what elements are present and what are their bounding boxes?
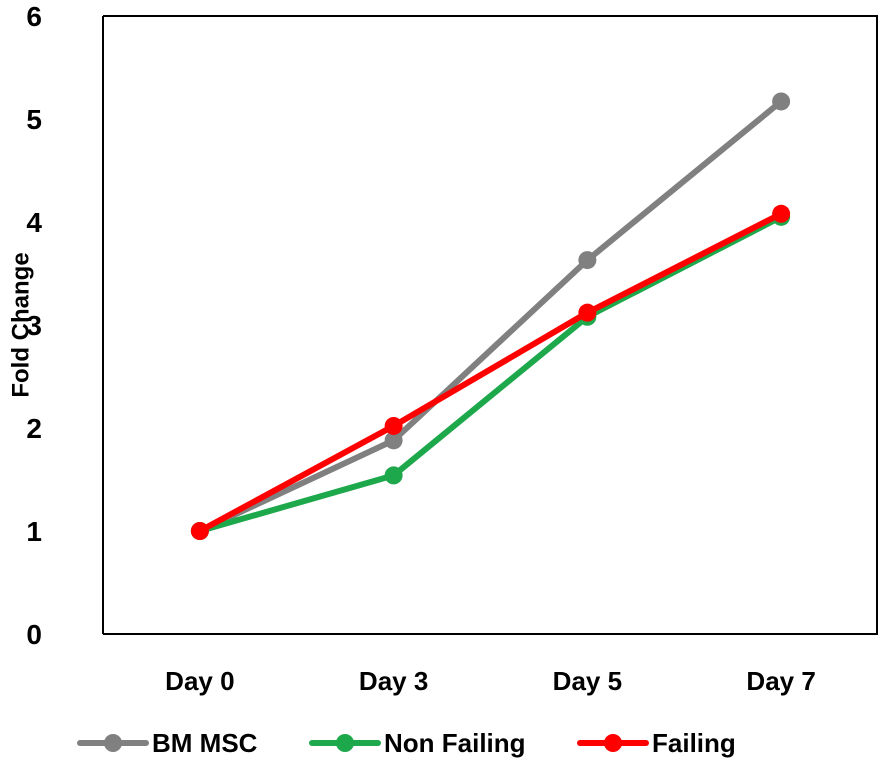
legend-item: Non Failing <box>309 728 526 758</box>
data-point <box>578 251 597 270</box>
legend-label: Non Failing <box>384 728 526 758</box>
series-line <box>196 213 785 534</box>
series-line <box>196 210 785 534</box>
x-tick-labels: Day 0 Day 3 Day 5 Day 7 <box>165 666 816 696</box>
y-tick-label: 2 <box>26 413 42 444</box>
x-tick-label: Day 7 <box>746 666 815 696</box>
legend-marker <box>336 734 354 752</box>
y-tick-labels: 0 1 2 3 4 5 6 <box>26 1 42 650</box>
x-tick-label: Day 5 <box>553 666 622 696</box>
y-tick-label: 1 <box>26 516 42 547</box>
data-point <box>772 204 791 223</box>
y-axis-title: Fold Change <box>7 252 34 397</box>
series-failing <box>190 204 791 540</box>
y-tick-label: 3 <box>26 310 42 341</box>
series-line <box>196 98 785 534</box>
legend-item: Failing <box>577 728 736 758</box>
y-tick-label: 0 <box>26 619 42 650</box>
legend-label: Failing <box>652 728 736 758</box>
data-point <box>578 303 597 322</box>
series-layer <box>190 92 791 540</box>
data-point <box>772 92 791 111</box>
data-point <box>384 416 403 435</box>
x-tick-label: Day 3 <box>359 666 428 696</box>
y-tick-label: 4 <box>26 207 42 238</box>
legend-marker <box>104 734 122 752</box>
x-tick-label: Day 0 <box>165 666 234 696</box>
y-tick-label: 6 <box>26 1 42 32</box>
legend-marker <box>604 734 622 752</box>
legend-label: BM MSC <box>152 728 258 758</box>
series-bm-msc <box>190 92 791 540</box>
axes <box>102 15 878 635</box>
y-tick-label: 5 <box>26 104 42 135</box>
data-point <box>384 431 403 450</box>
data-point <box>190 522 209 540</box>
data-point <box>384 466 403 485</box>
legend: BM MSC Non Failing Failing <box>77 728 736 758</box>
legend-item: BM MSC <box>77 728 258 758</box>
